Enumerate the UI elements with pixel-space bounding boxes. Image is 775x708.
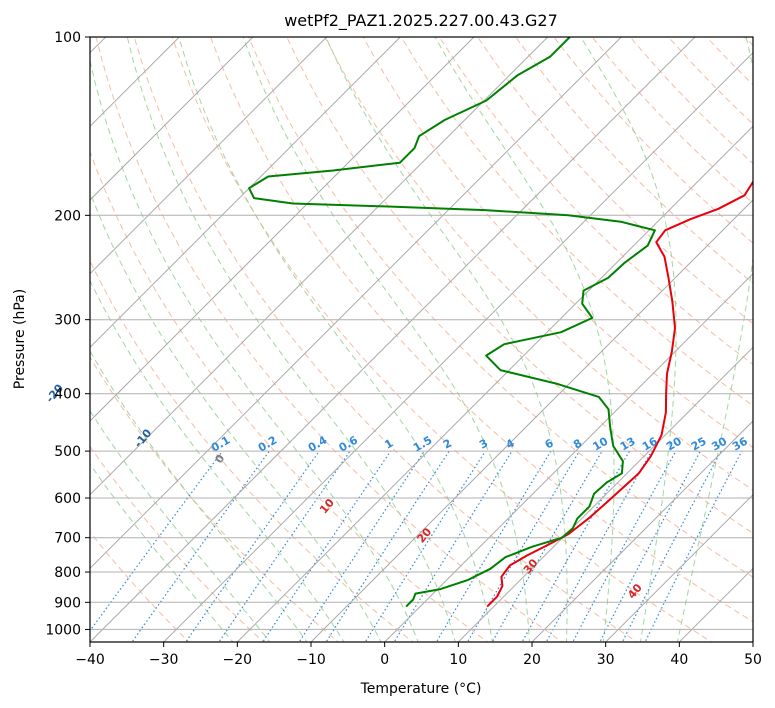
dry-adiabat-line [90, 531, 190, 642]
moist-adiabat-line [676, 37, 753, 642]
dry-adiabat-line [171, 37, 713, 642]
isotherm-line [457, 346, 753, 642]
isotherm-line [90, 37, 622, 570]
dry-adiabat-label: 40 [625, 581, 645, 601]
mixing-ratio-line [298, 450, 425, 642]
x-tick-label: −40 [75, 652, 105, 668]
isotherm-line [90, 37, 475, 422]
dry-adiabat-line [515, 37, 753, 284]
isotherm-line [90, 37, 696, 642]
x-tick-label: 30 [597, 652, 615, 668]
dry-adiabat-line [400, 37, 753, 407]
mixing-ratio-line [325, 450, 450, 642]
mixing-ratio-line [364, 450, 486, 642]
dry-adiabat-label: 30 [521, 556, 541, 576]
y-axis-label: Pressure (hPa) [12, 289, 28, 389]
mixing-ratio-label: 2 [441, 437, 454, 452]
y-tick-label: 600 [54, 491, 81, 507]
dry-adiabat-line [248, 37, 753, 578]
mixing-ratio-line [572, 450, 677, 642]
x-tick-label: 40 [670, 652, 688, 668]
background-lines [90, 37, 753, 642]
moist-adiabat-line [580, 37, 677, 642]
isotherm-line [531, 420, 753, 642]
dry-adiabat-line [90, 150, 489, 642]
mixing-ratio-label: 6 [543, 436, 556, 451]
moist-adiabat-line [126, 37, 456, 642]
isotherm-line [678, 567, 753, 642]
x-tick-label: 20 [523, 652, 541, 668]
x-tick-label: 50 [744, 652, 762, 668]
y-tick-label: 100 [54, 30, 81, 46]
dewpoint-profile-line [248, 37, 656, 608]
x-tick-label: −30 [149, 652, 179, 668]
dry-adiabat-line [210, 37, 753, 623]
dry-adiabat-line [286, 37, 753, 534]
isotherm-line [90, 37, 401, 349]
dry-adiabat-line [90, 259, 414, 642]
mixing-ratio-line [185, 450, 320, 642]
mixing-ratio-line [435, 450, 552, 642]
dry-adiabat-line [553, 37, 753, 244]
sounding-profiles [248, 37, 753, 608]
chart-title: wetPf2_PAZ1.2025.227.00.43.G27 [284, 11, 558, 31]
mixing-ratio-line [131, 450, 270, 642]
isotherm-line [310, 199, 753, 642]
dry-adiabat-line [591, 37, 753, 204]
y-tick-label: 200 [54, 208, 81, 224]
mixing-ratio-label: 4 [504, 436, 517, 451]
dry-adiabat-label: -10 [132, 426, 155, 450]
pressure-gridlines [90, 37, 753, 630]
dry-adiabat-line [324, 37, 753, 491]
dry-adiabat-line [744, 37, 753, 47]
moist-adiabat-line [242, 37, 530, 642]
x-tick-label: −10 [296, 652, 326, 668]
mixing-ratio-line [90, 450, 223, 632]
isotherm-line [605, 493, 753, 642]
y-axis: 1000 900 800 700 600 500 400 300 200 100 [45, 30, 90, 638]
x-axis: −40 −30 −20 −10 0 10 20 30 40 50 [75, 642, 762, 668]
y-tick-label: 1000 [45, 622, 81, 638]
y-tick-label: 300 [54, 313, 81, 329]
isotherm-line [236, 125, 753, 642]
temperature-profile-line [486, 180, 753, 608]
isotherm-line [90, 37, 254, 201]
moist-adiabat-line [90, 463, 234, 642]
mixing-ratio-line [644, 450, 743, 642]
mixing-ratio-line [393, 450, 513, 642]
dry-adiabat-line [438, 37, 753, 366]
mixing-ratio-line [218, 450, 351, 642]
isotherm-line [90, 37, 328, 275]
isotherm-line [163, 51, 753, 642]
isotherm-line [90, 37, 549, 496]
mixing-ratio-line [621, 450, 722, 642]
moist-adiabat-line [90, 409, 271, 642]
x-tick-label: 0 [380, 652, 389, 668]
y-tick-label: 700 [54, 531, 81, 547]
mixing-ratio-line [599, 450, 702, 642]
y-tick-label: 800 [54, 565, 81, 581]
moist-adiabat-line [90, 279, 345, 642]
mixing-ratio-line [262, 450, 392, 642]
x-tick-label: 10 [449, 652, 467, 668]
mixing-ratio-label: 3 [477, 437, 490, 452]
dry-adiabat-line [477, 37, 753, 325]
moist-adiabat-line [90, 58, 419, 642]
y-tick-label: 400 [54, 387, 81, 403]
x-tick-label: −20 [223, 652, 253, 668]
isotherm-line [752, 641, 753, 642]
dry-adiabat-line [362, 37, 753, 449]
y-tick-label: 500 [54, 444, 81, 460]
y-tick-label: 900 [54, 595, 81, 611]
plot-frame [89, 36, 754, 643]
mixing-ratio-line [466, 450, 580, 642]
dry-adiabat-label: 20 [415, 525, 435, 545]
dry-adiabat-line [90, 445, 265, 642]
moist-adiabat-line [90, 190, 382, 642]
isotherm-line [384, 272, 753, 642]
x-axis-label: Temperature (°C) [360, 681, 482, 697]
dry-adiabat-line [133, 37, 638, 642]
